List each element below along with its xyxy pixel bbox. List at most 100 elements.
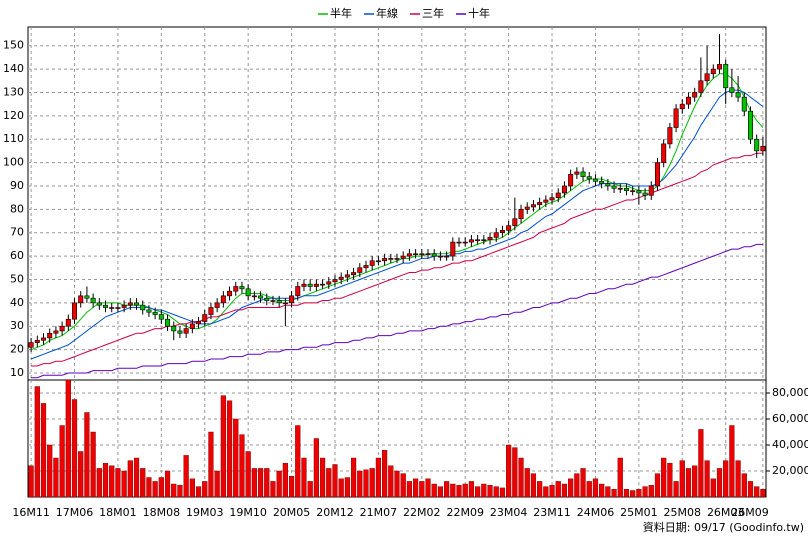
candle-body [388,258,394,260]
volume-bar [555,481,561,498]
volume-bar [264,468,270,498]
volume-bar [183,455,189,498]
candle-body [524,206,530,210]
candle-body [623,188,629,191]
candle-body [679,103,685,110]
candle-body [276,300,282,304]
volume-bar [456,485,462,498]
volume-bar [599,483,605,498]
candle-body [698,80,704,93]
candle-body [357,267,363,273]
volume-bar [319,457,326,498]
volume-bar [481,483,487,498]
candle-body [760,145,766,152]
volume-bar [574,473,580,498]
candle-body [580,171,586,177]
candle-body [394,258,400,260]
volume-bar [524,468,530,498]
volume-bar [698,429,704,498]
y-tick-label: 80 [10,202,24,215]
volume-bar [692,465,698,498]
volume-bar [425,478,431,498]
x-tick-label: 16M11 [12,506,50,519]
candle-body [704,73,710,82]
volume-bar [735,460,741,498]
candle-body [406,253,412,257]
candle-body [233,286,239,292]
volume-bar [617,457,623,498]
candle-body [685,96,691,105]
volume-bar [109,465,115,498]
candle-body [506,225,512,231]
y-tick-label: 130 [3,85,24,98]
candle-body [592,178,598,182]
volume-bar [462,483,468,498]
candle-body [72,302,78,320]
candle-body [344,274,350,278]
legend-label: 三年 [422,6,444,20]
candle-body [245,288,251,297]
candle-body [196,321,202,325]
volume-bar [177,485,183,498]
candle-body [251,295,257,298]
candle-body [326,281,332,285]
x-tick-label: 22M09 [446,506,484,519]
x-tick-label: 19M03 [186,506,224,519]
y-tick-label: 110 [3,132,24,145]
candle-body [202,314,208,322]
volume-bar [437,486,444,498]
y-tick-label: 100 [3,156,24,169]
candle-body [301,283,307,287]
volume-bar [667,463,673,498]
candle-body [444,255,450,258]
volume-bar [431,483,437,498]
footer: 資料日期: 09/17 (Goodinfo.tw) [643,520,804,534]
candle-body [177,330,183,334]
volume-bar [394,470,400,498]
y-tick-label: 10 [10,366,24,379]
candle-body [53,330,59,334]
candle-body [747,110,753,140]
candle-body [537,202,543,205]
volume-bar [295,425,301,498]
candle-body [152,311,158,315]
volume-bar [586,481,592,498]
candle-body [208,307,214,315]
volume-bar [654,473,661,498]
candle-body [673,108,679,128]
volume-bar [468,481,475,498]
volume-bar [214,470,220,498]
x-tick-label: 17M06 [56,506,94,519]
candle-body [264,297,270,301]
volume-bar [375,457,381,498]
x-tick-label: 21M07 [360,506,398,519]
candle-body [754,138,760,152]
candle-body [499,230,505,234]
volume-bar [158,477,164,498]
ma-line [30,89,764,360]
volume-bar [406,481,413,498]
volume-bar [59,425,65,498]
y-tick-label: 140 [3,62,24,75]
volume-bar [208,431,214,498]
volume-bar [251,468,257,498]
volume-bar [537,481,543,498]
y-tick-label: 150 [3,39,24,52]
candle-body [320,283,326,286]
volume-bar [506,444,512,498]
candle-body [338,276,344,280]
candle-body [289,295,295,304]
candle-body [214,302,220,308]
candle-body [419,253,425,256]
volume-bar [499,487,506,498]
candle-body [84,295,90,299]
volume-bar [512,447,518,498]
volume-bar [121,470,127,498]
volume-bar [115,468,121,498]
candle-body [723,64,729,89]
volume-bar [611,489,617,498]
candle-body [716,64,722,70]
candle-body [605,183,611,187]
candle-body [710,68,716,75]
volume-bar [146,477,152,498]
